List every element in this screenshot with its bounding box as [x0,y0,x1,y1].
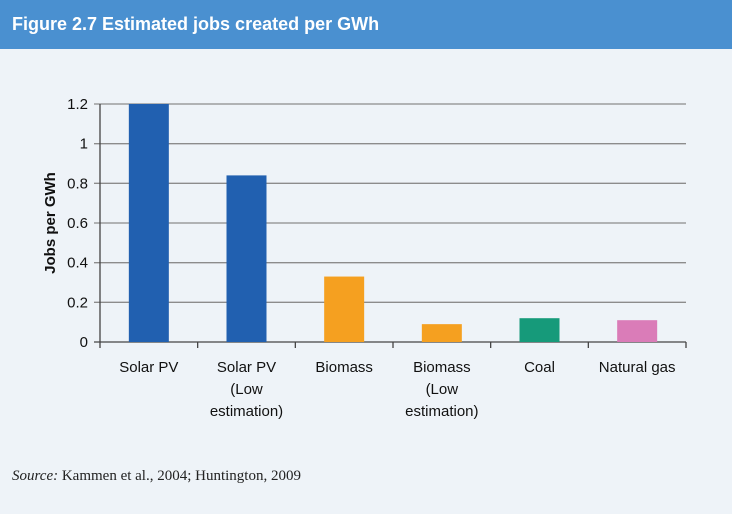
y-axis-label: Jobs per GWh [42,172,59,274]
bar [421,324,462,342]
source-label: Source: [12,468,59,484]
x-tick-label: Solar PV [119,359,178,376]
bar [617,320,658,342]
y-tick-label: 0.2 [67,294,88,311]
bar [226,175,267,342]
x-tick-label: Solar PV [217,359,276,376]
bar-chart: 0 0.2 0.4 0.6 0.8 1 1.2 Solar PV Solar PV (Low est… [42,96,687,420]
title-bar: Figure 2.7 Estimated jobs created per GW… [0,0,732,49]
bar [324,276,365,342]
x-tick-label: Biomass [413,359,471,376]
y-tick-label: 0 [80,334,88,351]
x-tick-label: estimation) [405,403,478,420]
x-tick-label: Biomass [315,359,373,376]
x-tick-label: (Low [230,381,263,398]
y-tick-label: 1 [80,136,88,153]
x-tick-label: estimation) [210,403,283,420]
figure-title: Figure 2.7 Estimated jobs created per GW… [12,14,380,34]
source-text: Kammen et al., 2004; Huntington, 2009 [58,468,301,484]
y-tick-label: 0.4 [67,255,88,272]
x-tick-label: Coal [524,359,555,376]
source-note: Source: Kammen et al., 2004; Huntington,… [12,468,301,485]
y-tick-label: 0.6 [67,215,88,232]
y-tick-label: 1.2 [67,96,88,113]
x-tick-label: Natural gas [599,359,676,376]
y-tick-label: 0.8 [67,175,88,192]
x-tick-label: (Low [426,381,459,398]
bar [128,104,169,342]
bar [519,318,560,342]
